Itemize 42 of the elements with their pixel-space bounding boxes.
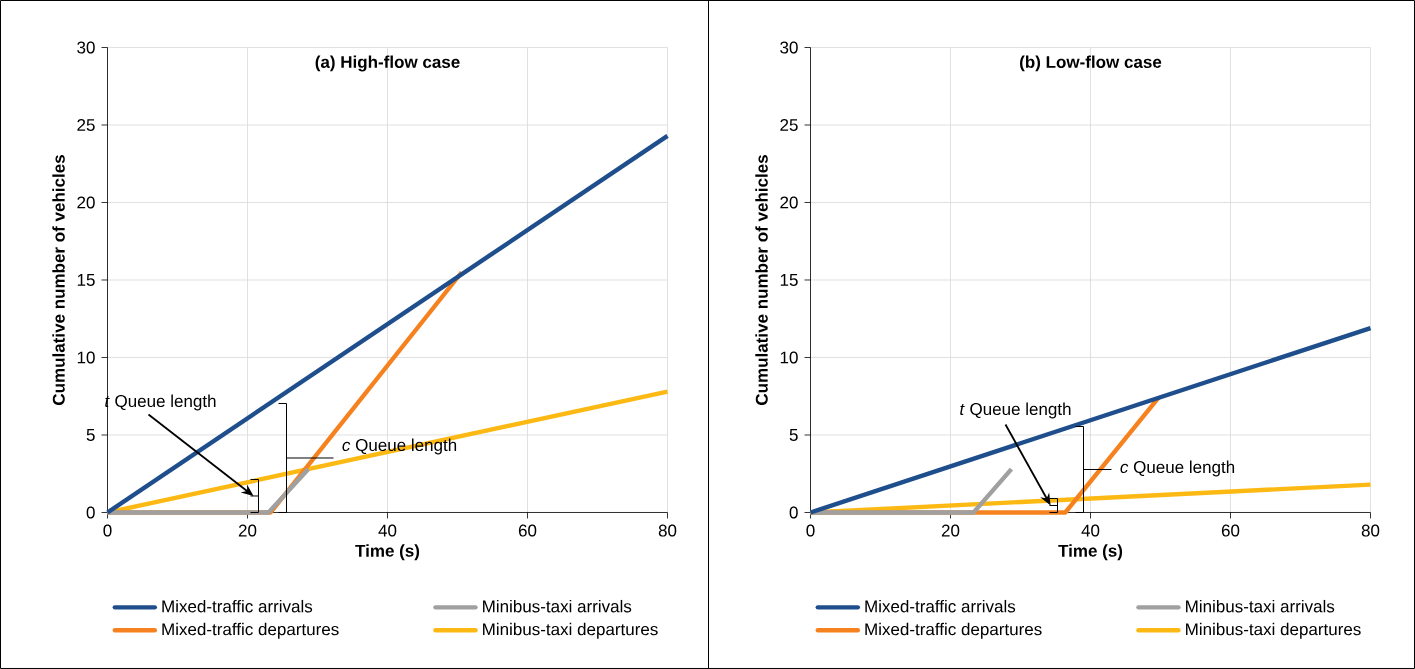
y-tick-label: 0 [86, 506, 95, 519]
x-tick-label: 60 [1221, 524, 1240, 537]
x-tick-label: 0 [103, 524, 112, 537]
y-axis-title: Cumulative number of vehicles [755, 155, 768, 405]
x-tick-label: 60 [518, 524, 537, 537]
y-tick-label: 0 [789, 506, 798, 519]
x-axis-title: Time (s) [355, 544, 420, 561]
y-tick-label: 5 [789, 429, 798, 441]
y-tick-label: 15 [780, 274, 798, 286]
y-tick-label: 5 [86, 429, 95, 441]
y-tick-label: 25 [77, 118, 95, 131]
legend-label: Mixed-traffic arrivals [162, 599, 313, 613]
y-tick-label: 15 [77, 274, 95, 286]
x-tick-label: 20 [941, 524, 960, 537]
chart-title: (a) High-flow case [315, 55, 460, 72]
y-tick-label: 25 [780, 118, 798, 131]
x-axis-title: Time (s) [1058, 544, 1123, 561]
annotation: c Queue length [1120, 460, 1235, 477]
legend-label: Minibus-taxi departures [1186, 622, 1361, 639]
legend-label: Minibus-taxi arrivals [1186, 599, 1335, 613]
annotation: t Queue length [960, 402, 1071, 419]
x-tick-label: 20 [238, 524, 257, 537]
annotation: c Queue length [342, 438, 457, 455]
x-tick-label: 80 [1361, 524, 1380, 537]
legend-label: Mixed-traffic departures [865, 622, 1042, 639]
y-tick-label: 30 [77, 41, 95, 54]
legend-label: Mixed-traffic departures [162, 622, 339, 639]
y-tick-label: 20 [780, 196, 798, 209]
x-tick-label: 40 [1081, 524, 1100, 537]
legend-label: Minibus-taxi arrivals [483, 599, 632, 613]
x-tick-label: 40 [378, 524, 397, 537]
x-tick-label: 80 [658, 524, 677, 537]
x-tick-label: 0 [806, 524, 815, 537]
y-tick-label: 30 [780, 41, 798, 54]
y-tick-label: 20 [77, 196, 95, 209]
y-tick-label: 10 [780, 351, 798, 364]
y-axis-title: Cumulative number of vehicles [52, 155, 65, 405]
chart-title: (b) Low-flow case [1020, 55, 1162, 72]
annotation: t Queue length [105, 394, 216, 411]
legend-label: Mixed-traffic arrivals [865, 599, 1016, 613]
y-tick-label: 10 [77, 351, 95, 364]
legend-label: Minibus-taxi departures [483, 622, 658, 639]
